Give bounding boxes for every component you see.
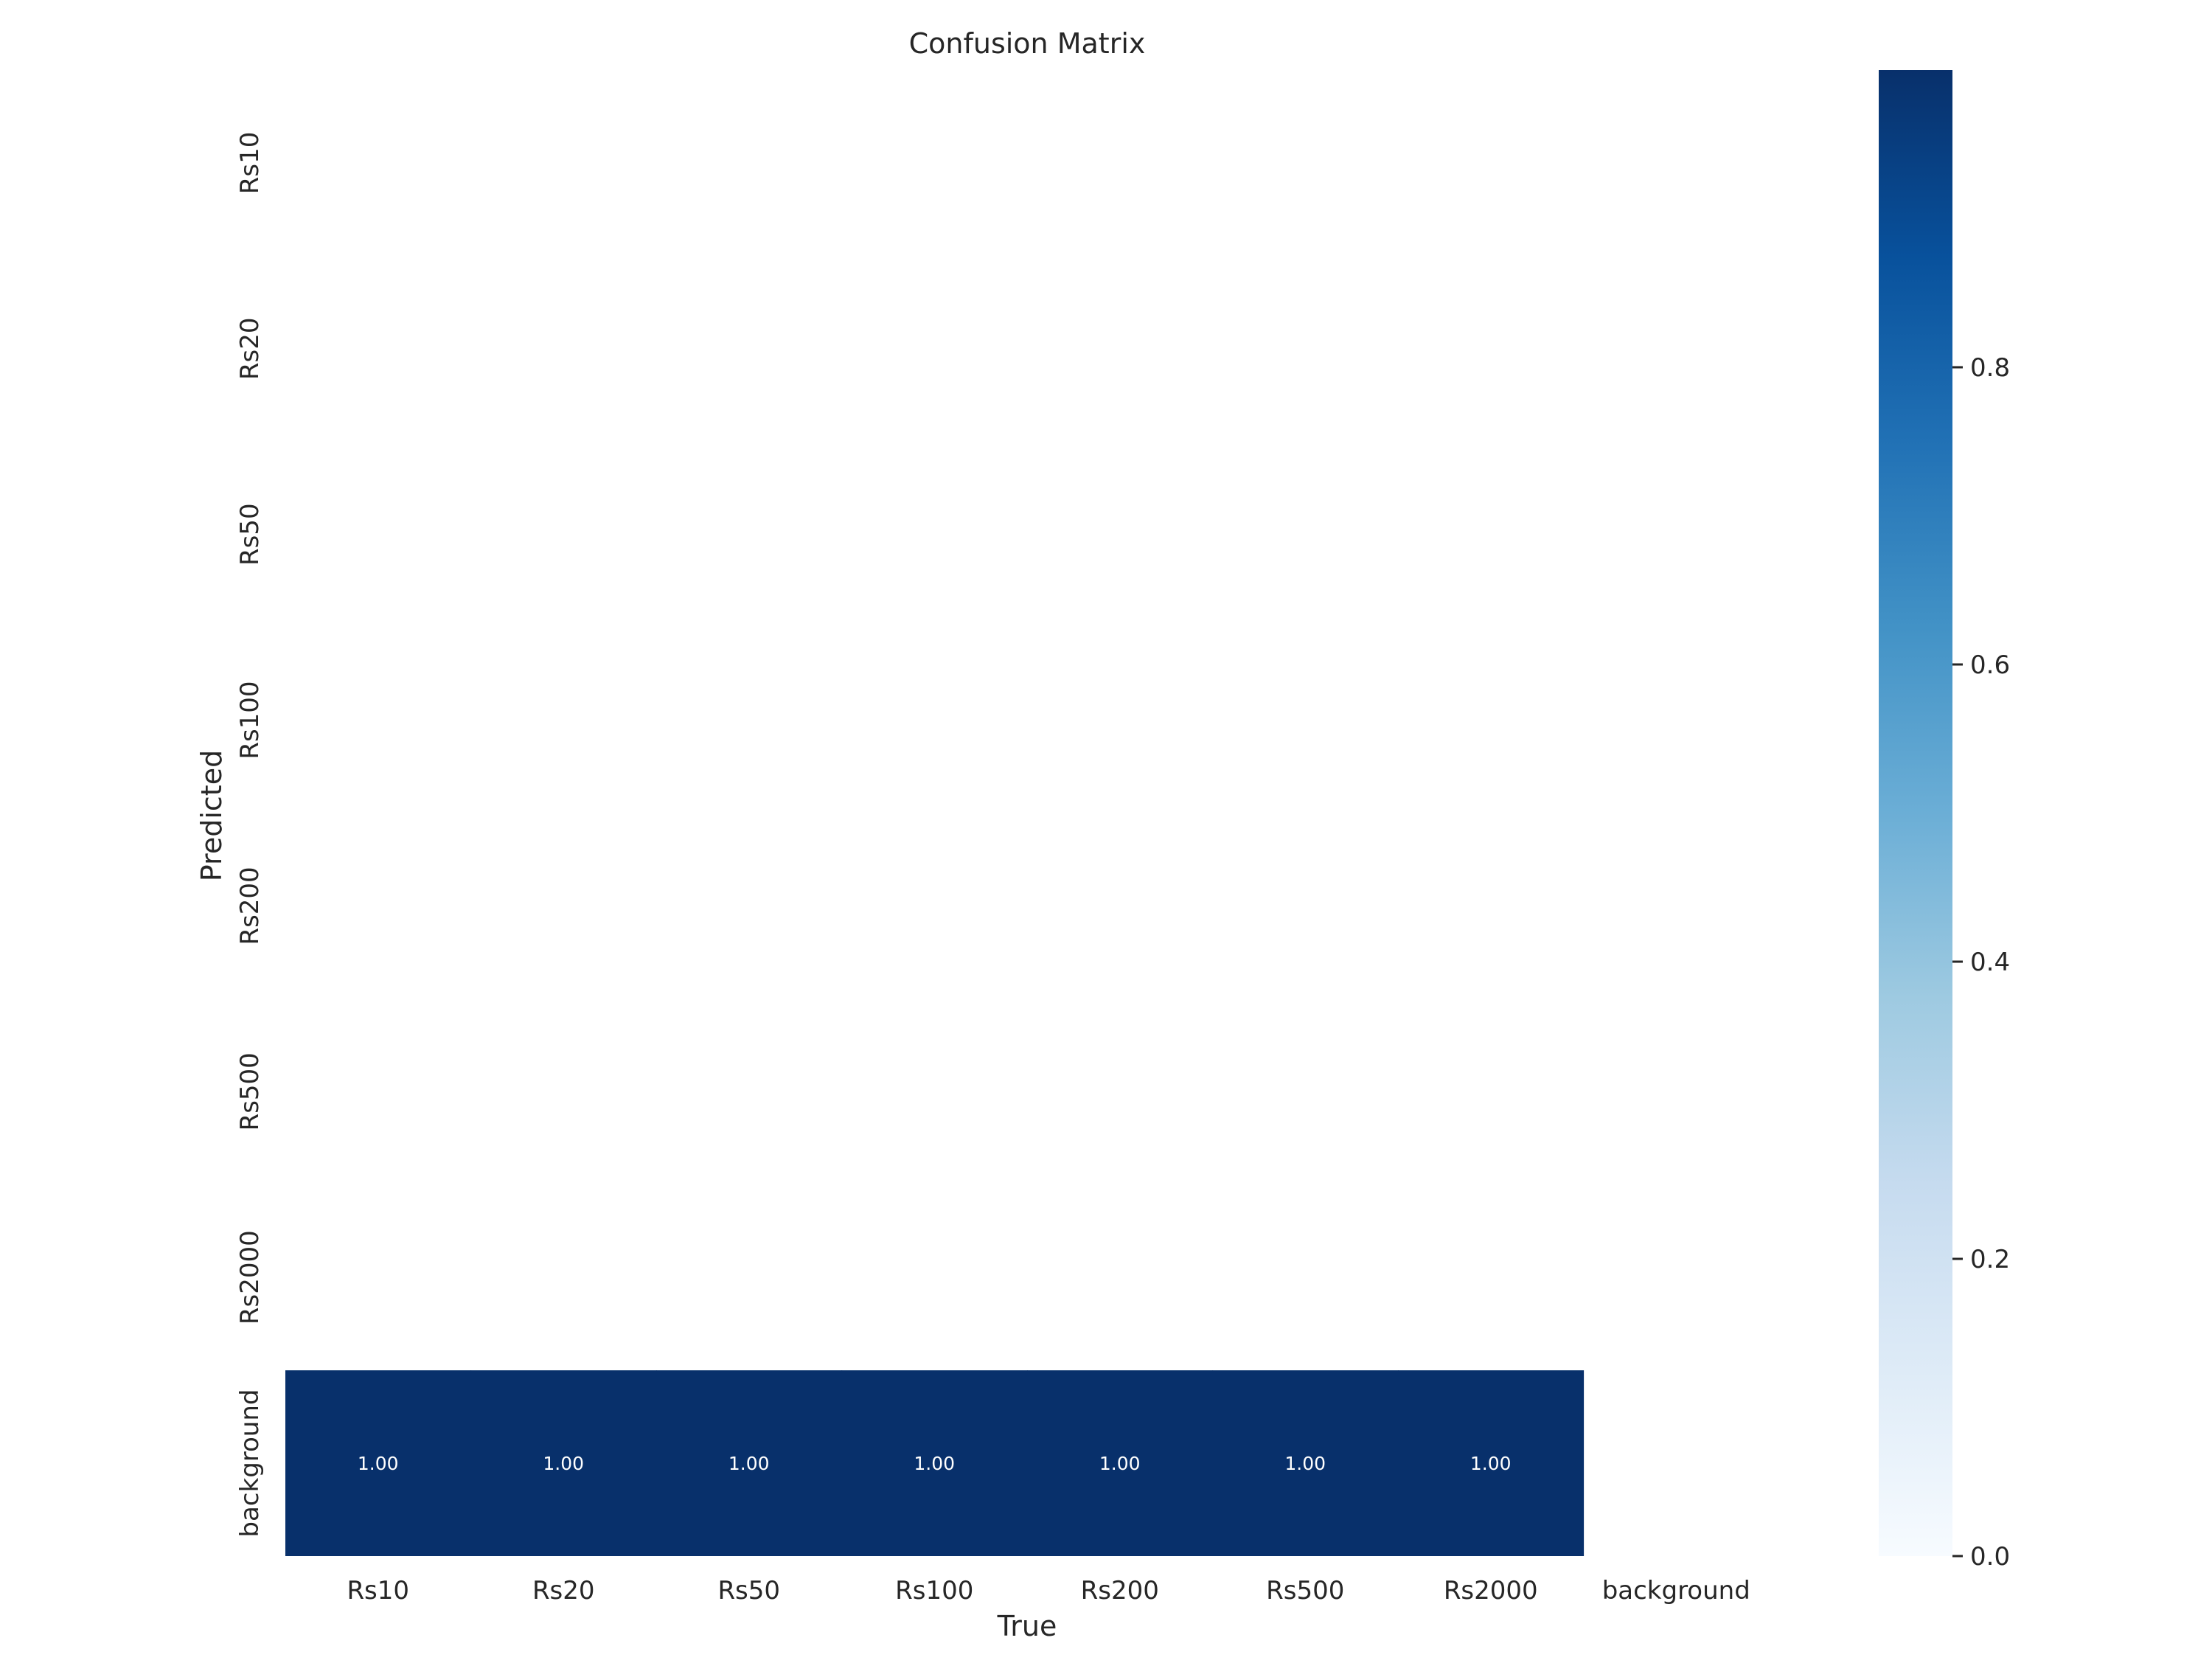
colorbar-tick-label: 0.2 <box>1970 1245 2010 1274</box>
x-tick-label: Rs50 <box>717 1576 780 1605</box>
heatmap-cell <box>841 1370 1028 1556</box>
colorbar-tick-label: 0.6 <box>1970 650 2010 680</box>
colorbar-gradient <box>1879 70 1952 1556</box>
heatmap-cell <box>656 1370 843 1556</box>
x-axis-label: True <box>997 1610 1057 1642</box>
heatmap-cell <box>1398 1370 1585 1556</box>
y-axis-label: Predicted <box>195 750 228 881</box>
y-tick-label: Rs10 <box>235 132 265 195</box>
colorbar: 0.0 0.2 0.4 0.6 0.8 <box>1879 70 2010 1572</box>
y-tick-label: Rs100 <box>235 681 265 759</box>
y-tick-labels: Rs10 Rs20 Rs50 Rs100 Rs200 Rs500 Rs2000 backgro… <box>235 132 265 1538</box>
cell-value-label: 1.00 <box>1284 1453 1326 1474</box>
cell-value-label: 1.00 <box>728 1453 770 1474</box>
x-tick-label: Rs200 <box>1081 1576 1159 1605</box>
y-tick-label: Rs500 <box>235 1052 265 1131</box>
colorbar-tick-label: 0.8 <box>1970 353 2010 383</box>
cell-value-label: 1.00 <box>358 1453 399 1474</box>
x-tick-label: Rs100 <box>895 1576 973 1605</box>
x-tick-label: Rs500 <box>1266 1576 1344 1605</box>
cell-value-label: 1.00 <box>543 1453 584 1474</box>
cell-value-label: 1.00 <box>1099 1453 1141 1474</box>
colorbar-tick-label: 0.0 <box>1970 1542 2010 1572</box>
cell-value-label: 1.00 <box>914 1453 955 1474</box>
heatmap-cell <box>1212 1370 1399 1556</box>
y-tick-label: Rs200 <box>235 867 265 945</box>
x-tick-label: background <box>1602 1576 1750 1605</box>
y-tick-label: Rs50 <box>235 503 265 566</box>
cell-value-label: 1.00 <box>1470 1453 1512 1474</box>
heatmap-cell <box>470 1370 657 1556</box>
colorbar-tick-label: 0.4 <box>1970 948 2010 977</box>
heatmap-cell <box>285 1370 472 1556</box>
chart-title: Confusion Matrix <box>909 27 1146 60</box>
colorbar-ticks: 0.0 0.2 0.4 0.6 0.8 <box>1952 353 2010 1572</box>
heatmap-cell <box>1027 1370 1214 1556</box>
heatmap-cells: 1.00 1.00 1.00 1.00 1.00 1.00 1.00 <box>285 1370 1585 1556</box>
y-tick-label: Rs20 <box>235 318 265 381</box>
y-tick-label: background <box>235 1389 265 1538</box>
y-tick-label: Rs2000 <box>235 1230 265 1325</box>
x-tick-label: Rs10 <box>347 1576 409 1605</box>
x-tick-label: Rs20 <box>532 1576 595 1605</box>
x-tick-labels: Rs10 Rs20 Rs50 Rs100 Rs200 Rs500 Rs2000 backgro… <box>347 1576 1750 1605</box>
x-tick-label: Rs2000 <box>1444 1576 1538 1605</box>
